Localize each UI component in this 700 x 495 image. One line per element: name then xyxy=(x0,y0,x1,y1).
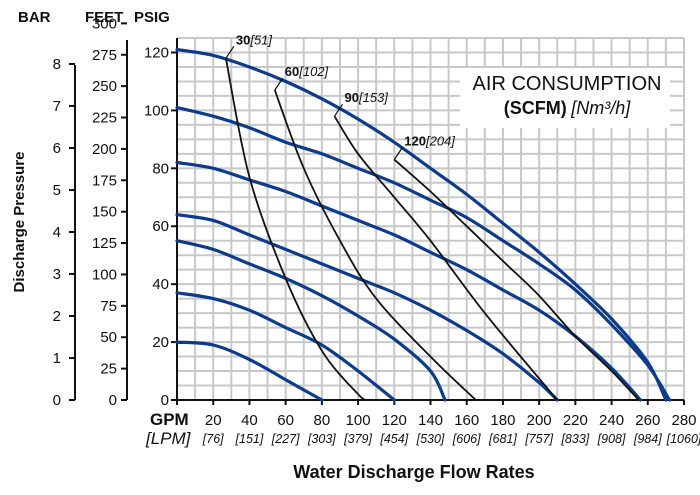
air-label-scfm: 60 xyxy=(285,64,299,79)
air-consumption-curves: 30[51] 60[102] 90[153] 120[204] xyxy=(225,32,640,401)
psig-tick-label: 0 xyxy=(161,392,169,409)
bar-tick-label: 4 xyxy=(53,224,61,241)
air-label-leader xyxy=(225,45,235,59)
air-label-leader xyxy=(393,147,403,160)
chart-title-line1: AIR CONSUMPTION xyxy=(473,73,662,95)
bar-tick-label: 7 xyxy=(53,98,61,115)
air-label-nm3h: [102] xyxy=(298,64,328,79)
performance-curve xyxy=(175,213,559,402)
lpm-tick-label: [984] xyxy=(633,432,662,446)
feet-tick-label: 0 xyxy=(109,392,117,409)
bar-tick-label: 1 xyxy=(53,350,61,367)
air-label-scfm: 30 xyxy=(236,32,250,47)
psig-tick-label: 40 xyxy=(152,276,169,293)
gpm-tick-label: 200 xyxy=(527,412,552,429)
bar-tick-label: 0 xyxy=(53,392,61,409)
air-curve-60 xyxy=(273,89,477,401)
title-backdrop xyxy=(460,68,670,128)
lpm-tick-label: [606] xyxy=(452,432,481,446)
gpm-tick-label: 240 xyxy=(599,412,624,429)
performance-curve xyxy=(175,340,324,402)
bar-tick-label: 5 xyxy=(53,182,61,199)
psig-tick-label: 80 xyxy=(152,160,169,177)
x-axis-title: Water Discharge Flow Rates xyxy=(293,462,534,482)
gpm-tick-label: 100 xyxy=(346,412,371,429)
air-label-scfm: 120 xyxy=(404,134,426,149)
gpm-tick-label: 220 xyxy=(563,412,588,429)
feet-tick-label: 75 xyxy=(100,298,117,315)
lpm-axis-label: [LPM] xyxy=(145,429,192,448)
psig-tick-label: 120 xyxy=(144,44,169,61)
performance-curve xyxy=(175,291,396,402)
air-curve-label: 30[51] xyxy=(236,32,273,47)
air-label-scfm: 90 xyxy=(345,90,359,105)
psig-axis-header: PSIG xyxy=(134,9,170,26)
bar-tick-label: 8 xyxy=(53,56,61,73)
gpm-tick-label: 180 xyxy=(490,412,515,429)
lpm-tick-label: [1060] xyxy=(666,432,700,446)
air-curve-30 xyxy=(225,58,368,401)
gpm-tick-label: 120 xyxy=(382,412,407,429)
air-label-leader xyxy=(274,77,284,91)
lpm-tick-label: [379] xyxy=(343,432,372,446)
lpm-tick-label: [833] xyxy=(560,432,589,446)
chart-title-unit-scfm: (SCFM) xyxy=(504,98,567,118)
bar-tick-label: 6 xyxy=(53,140,61,157)
psig-tick-label: 20 xyxy=(152,334,169,351)
air-label-nm3h: [51] xyxy=(249,32,272,47)
y-axis-title: Discharge Pressure xyxy=(11,152,28,293)
lpm-tick-label: [530] xyxy=(416,432,445,446)
psig-tick-label: 60 xyxy=(152,218,169,235)
lpm-tick-label: [681] xyxy=(488,432,517,446)
air-curve-label: 90[153] xyxy=(345,90,389,105)
feet-tick-label: 300 xyxy=(92,15,117,32)
feet-tick-label: 100 xyxy=(92,266,117,283)
feet-tick-label: 150 xyxy=(92,204,117,221)
gpm-tick-label: 140 xyxy=(418,412,443,429)
performance-curve xyxy=(175,239,447,402)
feet-tick-label: 175 xyxy=(92,172,117,189)
lpm-tick-label: [227] xyxy=(271,432,300,446)
psig-tick-label: 100 xyxy=(144,102,169,119)
performance-curve xyxy=(175,48,668,402)
lpm-tick-label: [908] xyxy=(597,432,626,446)
feet-tick-label: 275 xyxy=(92,47,117,64)
lpm-tick-label: [303] xyxy=(307,432,336,446)
performance-curve xyxy=(175,105,672,402)
feet-tick-label: 200 xyxy=(92,141,117,158)
gpm-tick-label: 260 xyxy=(635,412,660,429)
feet-tick-label: 225 xyxy=(92,110,117,127)
gpm-tick-label: 40 xyxy=(241,412,258,429)
bar-tick-label: 2 xyxy=(53,308,61,325)
lpm-tick-label: [757] xyxy=(524,432,553,446)
air-curve-label: 60[102] xyxy=(285,64,329,79)
air-curve-90 xyxy=(333,115,558,401)
gpm-tick-label: 60 xyxy=(277,412,294,429)
feet-tick-label: 250 xyxy=(92,78,117,95)
bar-axis-header: BAR xyxy=(18,9,51,26)
gpm-tick-label: 280 xyxy=(671,412,696,429)
lpm-tick-label: [454] xyxy=(379,432,408,446)
gpm-tick-label: 20 xyxy=(205,412,222,429)
chart-title-unit-nm3h: [Nm³/h] xyxy=(570,98,631,118)
air-label-nm3h: [204] xyxy=(425,134,455,149)
gpm-axis-label: GPM xyxy=(150,410,189,429)
air-curve-label: 120[204] xyxy=(404,134,455,149)
feet-tick-label: 125 xyxy=(92,235,117,252)
feet-tick-label: 50 xyxy=(100,329,117,346)
bar-tick-label: 3 xyxy=(53,266,61,283)
gpm-tick-label: 80 xyxy=(314,412,331,429)
chart-title-line2: (SCFM) [Nm³/h] xyxy=(504,98,631,118)
gpm-tick-label: 160 xyxy=(454,412,479,429)
air-label-nm3h: [153] xyxy=(358,90,388,105)
air-curve-120 xyxy=(393,158,640,401)
lpm-tick-label: [76] xyxy=(202,432,224,446)
feet-tick-label: 25 xyxy=(100,361,117,378)
lpm-tick-label: [151] xyxy=(235,432,264,446)
air-label-leader xyxy=(334,103,344,117)
feet-axis-header: FEET xyxy=(85,9,123,26)
